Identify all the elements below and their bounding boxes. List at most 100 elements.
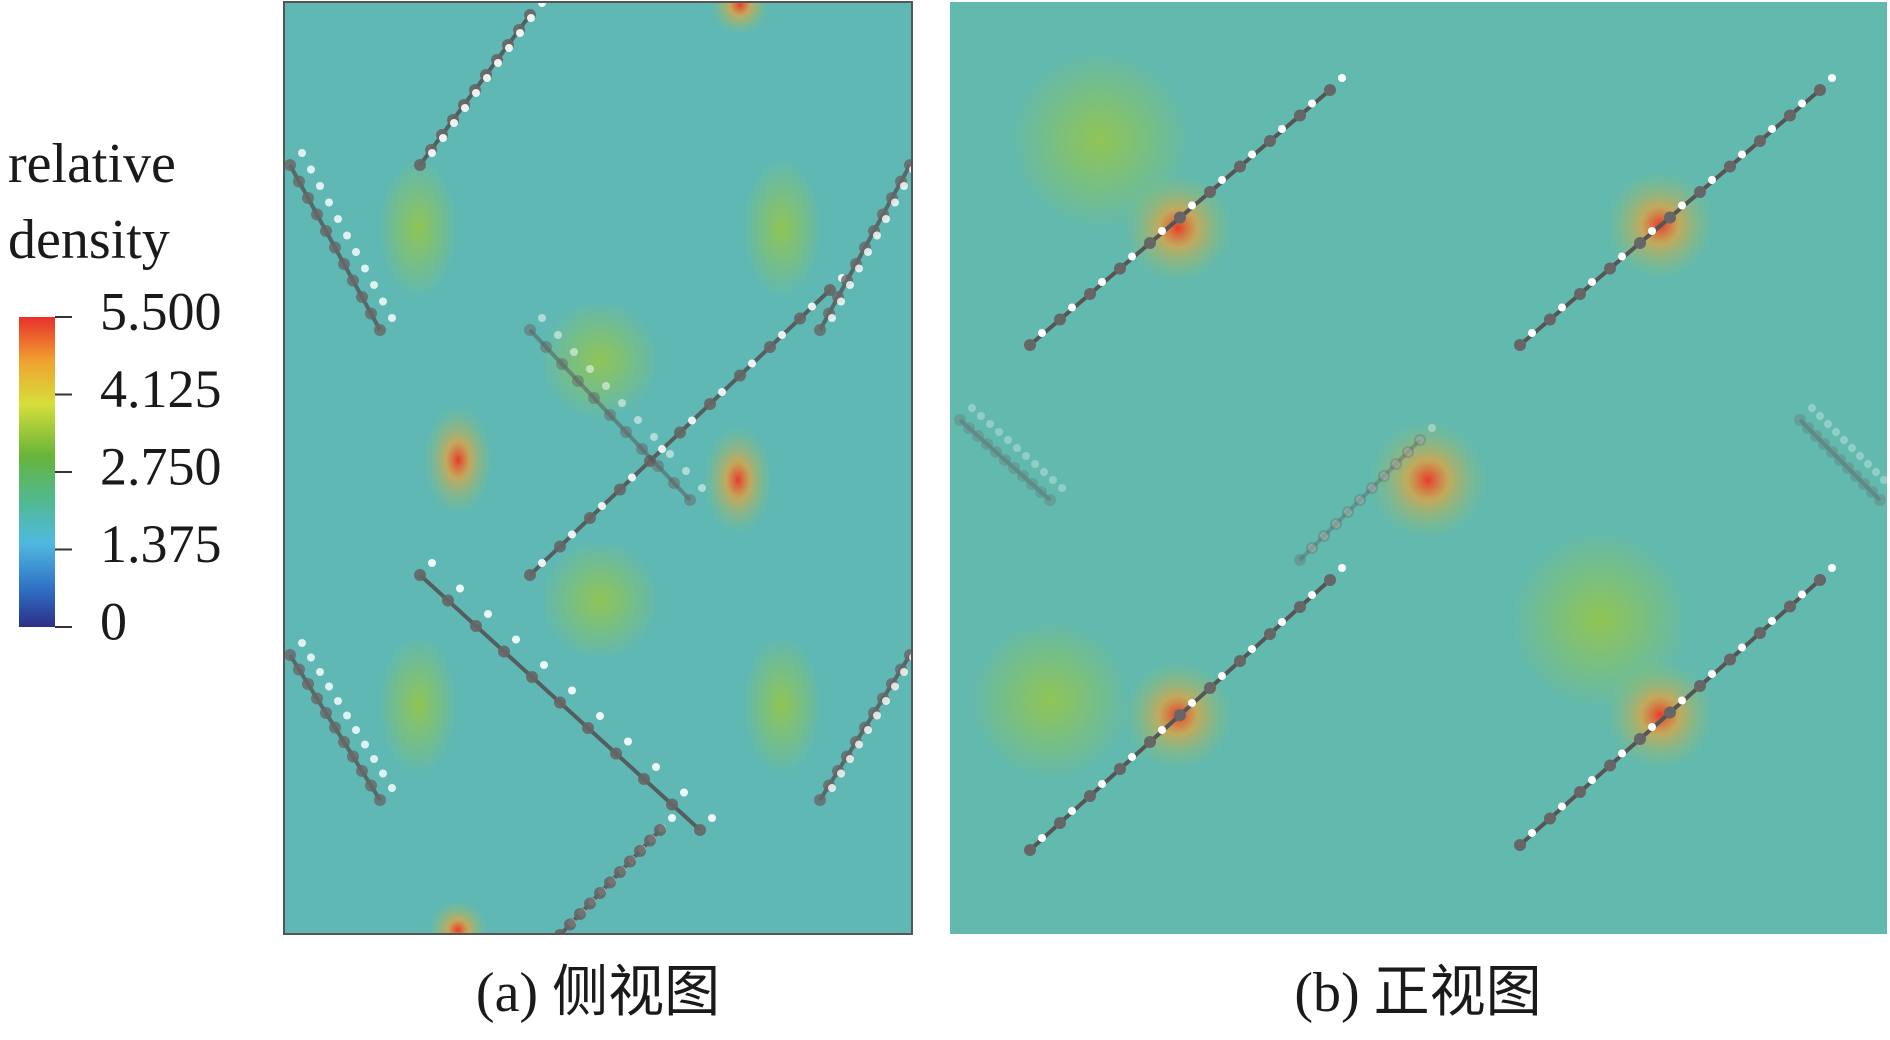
- atom: [527, 14, 535, 22]
- atom: [1234, 160, 1246, 173]
- atom: [538, 2, 546, 7]
- molecule-bond: [1298, 438, 1422, 562]
- atom: [1204, 186, 1216, 198]
- atom: [808, 302, 816, 311]
- atom: [1356, 496, 1364, 504]
- atom: [1174, 709, 1186, 721]
- atom: [734, 369, 746, 382]
- atom: [1188, 201, 1196, 210]
- atom: [1802, 422, 1814, 434]
- panel-frame: [283, 1, 913, 935]
- atom: [1128, 753, 1136, 761]
- atom: [846, 281, 854, 289]
- atom: [837, 769, 845, 778]
- atom: [652, 763, 660, 771]
- atom: [1768, 125, 1776, 133]
- atom: [814, 324, 826, 336]
- atom: [320, 707, 332, 719]
- atom: [302, 678, 314, 690]
- density-blob: [540, 540, 660, 660]
- atom: [1114, 763, 1126, 775]
- atom: [1234, 655, 1246, 667]
- atom: [668, 814, 676, 822]
- atom: [1022, 452, 1030, 460]
- atom: [1634, 237, 1646, 249]
- atom: [365, 307, 377, 320]
- atom: [307, 165, 315, 174]
- atom: [334, 697, 342, 705]
- atom: [864, 248, 872, 256]
- atom: [1738, 643, 1746, 652]
- atom: [1834, 454, 1846, 466]
- atom: [634, 845, 646, 857]
- atom: [428, 559, 436, 567]
- atom: [461, 104, 469, 112]
- atom: [414, 569, 426, 581]
- atom: [343, 711, 351, 720]
- atom: [990, 446, 1002, 458]
- atom: [524, 569, 536, 581]
- molecule-bond: [958, 418, 1052, 502]
- atom: [1678, 696, 1686, 705]
- atom: [1084, 790, 1096, 802]
- atom: [682, 467, 690, 475]
- atom: [325, 682, 333, 691]
- atom: [628, 473, 636, 482]
- panel-caption: (b) 正视图: [1294, 962, 1541, 1024]
- atom: [1013, 444, 1021, 452]
- atom: [1026, 478, 1038, 490]
- atom: [1848, 444, 1856, 452]
- atom: [1754, 135, 1766, 147]
- atom: [828, 784, 836, 792]
- atom: [352, 726, 360, 734]
- atom: [828, 314, 836, 322]
- atom: [554, 540, 566, 553]
- atom: [666, 450, 674, 458]
- atom: [564, 918, 576, 931]
- atom: [1344, 508, 1352, 516]
- atom: [1826, 446, 1838, 458]
- atom: [1158, 726, 1166, 734]
- atom: [855, 264, 863, 273]
- atom: [1404, 448, 1412, 456]
- atom: [638, 773, 650, 785]
- density-blob: [970, 620, 1130, 780]
- atom: [598, 502, 606, 510]
- atom: [1248, 150, 1256, 159]
- atom: [1338, 74, 1346, 82]
- atom: [1528, 329, 1536, 337]
- density-blob: [742, 635, 822, 775]
- atom: [338, 258, 350, 270]
- atom: [1248, 645, 1256, 653]
- atom: [1068, 303, 1076, 312]
- atom: [284, 159, 296, 171]
- atom: [1428, 424, 1436, 432]
- density-blob: [378, 635, 458, 775]
- atom: [1038, 834, 1046, 842]
- atom: [1872, 468, 1880, 476]
- atom: [524, 324, 536, 336]
- atom: [1794, 414, 1806, 426]
- atom: [1544, 313, 1556, 326]
- atom: [470, 620, 482, 632]
- colorbar-tick-label: 1.375: [100, 514, 222, 574]
- atom: [1810, 430, 1822, 442]
- atom: [1784, 109, 1796, 122]
- atom: [316, 182, 324, 190]
- atom: [325, 198, 333, 207]
- atom: [1188, 699, 1196, 707]
- atom: [610, 747, 622, 760]
- atom: [604, 876, 616, 889]
- atom: [347, 274, 359, 287]
- atom: [361, 264, 369, 273]
- atom: [977, 412, 985, 420]
- atom: [995, 428, 1003, 436]
- atom: [1008, 462, 1020, 474]
- atom: [472, 89, 480, 97]
- density-blob: [540, 300, 660, 420]
- atom: [338, 736, 350, 748]
- atom: [918, 639, 926, 647]
- atom: [538, 314, 546, 322]
- atom: [1144, 736, 1156, 748]
